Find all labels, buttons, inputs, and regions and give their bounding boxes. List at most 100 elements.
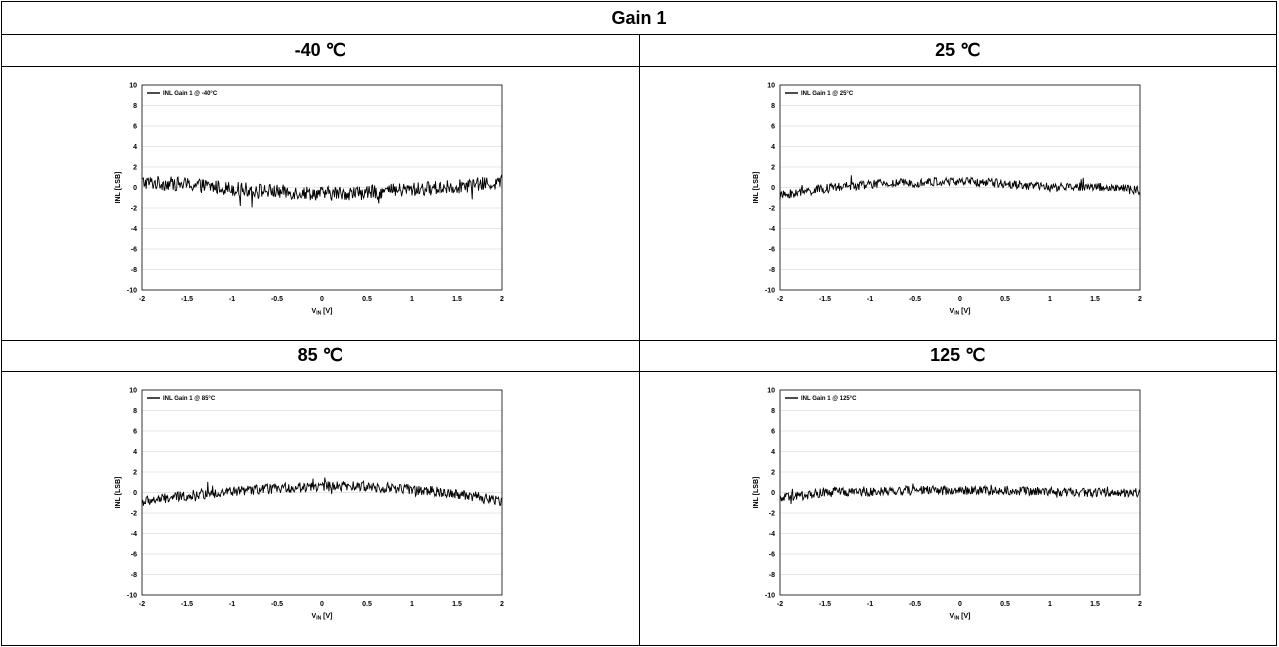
x-tick-label: -1	[229, 601, 235, 608]
legend-label: INL Gain 1 @ 25°C	[801, 91, 854, 97]
header-minus40: -40 ℃	[1, 34, 640, 67]
legend-label: INL Gain 1 @ 85°C	[163, 396, 216, 402]
chart-cell-125: 10 8 6 4 2 0 -2 -4 -6 -8 -10 -2 -1.5 -1 -0.5 0 0.5 1 1.5 2 V…	[638, 370, 1277, 647]
x-tick-label: 1	[410, 601, 414, 608]
x-axis-label: VIN [V]	[312, 308, 333, 317]
y-tick-label: -8	[768, 572, 774, 579]
y-tick-label: 4	[771, 144, 775, 151]
series-line	[779, 483, 1140, 504]
y-tick-label: 8	[771, 103, 775, 110]
y-tick-label: 4	[133, 449, 137, 456]
header-85: 85 ℃	[1, 339, 640, 372]
y-tick-label: 6	[133, 428, 137, 435]
y-tick-label: -4	[131, 531, 137, 538]
y-tick-label: -10	[127, 287, 137, 294]
y-tick-label: -8	[131, 267, 137, 274]
x-axis-label: VIN [V]	[949, 613, 970, 622]
y-tick-label: 10	[129, 387, 137, 394]
y-tick-label: -8	[768, 267, 774, 274]
x-tick-label: 1.5	[452, 601, 462, 608]
y-tick-label: 0	[133, 185, 137, 192]
x-tick-label: -0.5	[908, 296, 920, 303]
y-tick-label: -6	[131, 246, 137, 253]
y-axis-label: INL [LSB]	[115, 477, 122, 509]
y-tick-label: -10	[127, 592, 137, 599]
y-tick-label: -2	[131, 510, 137, 517]
x-tick-label: 2	[1138, 601, 1142, 608]
y-tick-label: -2	[768, 205, 774, 212]
y-tick-label: -4	[768, 531, 774, 538]
x-tick-label: 2	[500, 296, 504, 303]
x-tick-label: 0	[320, 601, 324, 608]
chart-cell-25: 10 8 6 4 2 0 -2 -4 -6 -8 -10 -2 -1.5 -1 -0.5 0 0.5 1 1.5 2 V…	[638, 65, 1277, 341]
x-tick-label: 1.5	[1090, 296, 1100, 303]
y-tick-label: 6	[771, 428, 775, 435]
x-tick-label: -1.5	[818, 296, 830, 303]
x-tick-label: 0	[958, 601, 962, 608]
x-tick-label: 1.5	[1090, 601, 1100, 608]
x-tick-label: -1.5	[818, 601, 830, 608]
y-tick-label: -4	[768, 226, 774, 233]
x-tick-label: 2	[1138, 296, 1142, 303]
figure-title: Gain 1	[1, 0, 1277, 36]
x-tick-label: -0.5	[271, 601, 283, 608]
header-125: 125 ℃	[638, 339, 1277, 372]
x-tick-label: 0	[958, 296, 962, 303]
x-tick-label: 1.5	[452, 296, 462, 303]
y-tick-label: 10	[767, 387, 775, 394]
legend-label: INL Gain 1 @ -40°C	[163, 91, 218, 97]
y-tick-label: 0	[133, 490, 137, 497]
x-tick-label: 1	[410, 296, 414, 303]
x-tick-label: -1	[866, 601, 872, 608]
x-tick-label: -2	[139, 296, 145, 303]
header-25: 25 ℃	[638, 34, 1277, 67]
x-tick-label: 2	[500, 601, 504, 608]
y-tick-label: 8	[133, 408, 137, 415]
y-tick-label: 8	[133, 103, 137, 110]
series-line	[141, 477, 503, 506]
plot-frame	[141, 84, 503, 290]
x-tick-label: -1	[866, 296, 872, 303]
y-tick-label: 2	[771, 469, 775, 476]
series-line	[779, 174, 1140, 200]
y-axis-label: INL [LSB]	[115, 171, 122, 203]
y-axis-label: INL [LSB]	[753, 477, 760, 509]
y-tick-label: -2	[768, 510, 774, 517]
x-tick-label: 1	[1048, 296, 1052, 303]
chart-cell-minus40: 10 8 6 4 2 0 -2 -4 -6 -8 -10 -2 -1.5 -1 -0.5 0 0.5 1 1.5 2 V…	[1, 65, 640, 341]
y-tick-label: 2	[133, 469, 137, 476]
x-axis-label: VIN [V]	[312, 613, 333, 622]
plot-frame	[779, 389, 1140, 596]
x-tick-label: 0	[320, 296, 324, 303]
y-tick-label: 6	[771, 123, 775, 130]
x-tick-label: -1.5	[181, 296, 193, 303]
x-tick-label: -0.5	[908, 601, 920, 608]
y-tick-label: 10	[767, 82, 775, 89]
x-tick-label: -2	[776, 296, 782, 303]
x-tick-label: 0.5	[1000, 296, 1010, 303]
plot-frame	[779, 84, 1140, 290]
x-axis-label: VIN [V]	[949, 308, 970, 317]
y-tick-label: 4	[771, 449, 775, 456]
y-tick-label: -10	[764, 287, 774, 294]
x-tick-label: 1	[1048, 601, 1052, 608]
x-tick-label: -1.5	[181, 601, 193, 608]
y-tick-label: -8	[131, 572, 137, 579]
y-tick-label: 0	[771, 490, 775, 497]
series-line	[141, 173, 503, 207]
y-tick-label: -4	[131, 226, 137, 233]
y-tick-label: 4	[133, 144, 137, 151]
y-tick-label: -6	[131, 551, 137, 558]
y-tick-label: -6	[768, 551, 774, 558]
y-tick-label: 6	[133, 123, 137, 130]
y-tick-label: -2	[131, 205, 137, 212]
y-tick-label: 0	[771, 185, 775, 192]
x-tick-label: -1	[229, 296, 235, 303]
x-tick-label: -0.5	[271, 296, 283, 303]
y-tick-label: 8	[771, 408, 775, 415]
